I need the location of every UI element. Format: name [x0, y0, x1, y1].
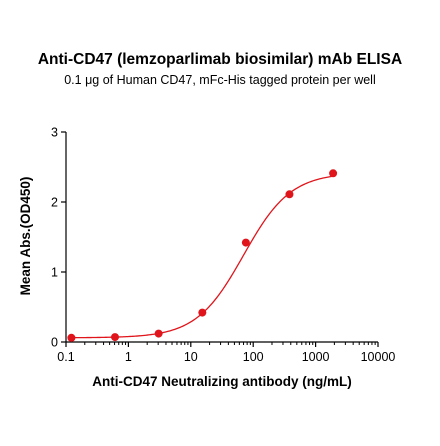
x-tick-label: 1 [125, 350, 132, 364]
data-point [329, 169, 338, 178]
x-tick-label: 100 [243, 350, 264, 364]
data-point [241, 238, 250, 247]
data-point [111, 333, 120, 342]
axes: 0 1 2 3 0.1 1 10 100 1000 10000 [51, 126, 395, 365]
y-axis-label: Mean Abs.(OD450) [18, 177, 33, 296]
x-axis-label: Anti-CD47 Neutralizing antibody (ng/mL) [92, 374, 352, 389]
chart-title: Anti-CD47 (lemzoparlimab biosimilar) mAb… [38, 51, 402, 68]
data-points [67, 169, 338, 342]
data-point [154, 329, 163, 338]
y-tick-label: 3 [51, 126, 58, 140]
y-tick-label: 2 [51, 196, 58, 210]
data-point [67, 333, 76, 342]
y-tick-label: 1 [51, 266, 58, 280]
x-tick-label: 10000 [361, 350, 396, 364]
data-point [285, 190, 294, 199]
y-tick-label: 0 [51, 336, 58, 350]
x-tick-label: 1000 [302, 350, 330, 364]
x-tick-label: 0.1 [57, 350, 74, 364]
x-tick-label: 10 [184, 350, 198, 364]
chart-subtitle: 0.1 μg of Human CD47, mFc-His tagged pro… [64, 73, 376, 87]
data-point [198, 308, 207, 317]
